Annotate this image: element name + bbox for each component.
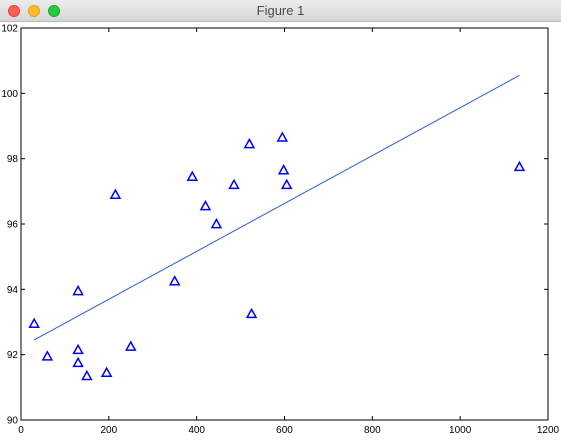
data-point bbox=[210, 217, 223, 229]
y-tick-label: 92 bbox=[7, 350, 19, 361]
y-tick-label: 94 bbox=[7, 285, 19, 296]
data-point bbox=[28, 317, 40, 328]
data-point bbox=[243, 137, 256, 149]
x-tick-label: 400 bbox=[188, 425, 205, 436]
data-point bbox=[125, 340, 137, 351]
data-point bbox=[72, 356, 84, 368]
y-tick-label: 100 bbox=[1, 89, 18, 100]
data-point bbox=[199, 199, 212, 211]
data-point bbox=[41, 350, 54, 361]
data-point bbox=[81, 369, 93, 381]
data-point bbox=[72, 343, 84, 355]
maximize-icon[interactable] bbox=[48, 5, 60, 17]
x-tick-label: 0 bbox=[18, 425, 24, 436]
fit-line bbox=[33, 74, 520, 341]
data-point bbox=[109, 188, 122, 199]
x-tick-label: 200 bbox=[100, 425, 117, 436]
y-tick-label: 90 bbox=[7, 416, 19, 427]
x-tick-label: 800 bbox=[364, 425, 381, 436]
close-icon[interactable] bbox=[8, 5, 20, 17]
y-tick-label: 98 bbox=[7, 154, 19, 165]
y-tick-label: 102 bbox=[1, 24, 18, 35]
x-tick-label: 600 bbox=[276, 425, 293, 436]
data-point bbox=[186, 170, 199, 181]
scatter-chart: 0 200 400 600 800 1000 1200 90 92 94 96 98 100 102 bbox=[1, 24, 559, 437]
data-point bbox=[100, 366, 113, 377]
minimize-icon[interactable] bbox=[28, 5, 40, 17]
data-point bbox=[280, 178, 293, 190]
title-bar[interactable]: Figure 1 bbox=[0, 0, 561, 22]
x-tick-label: 1200 bbox=[537, 425, 560, 436]
x-tick-label: 1000 bbox=[449, 425, 472, 436]
y-tick-label: 96 bbox=[7, 220, 19, 231]
data-point bbox=[277, 164, 290, 175]
plot-area bbox=[20, 27, 549, 421]
data-point bbox=[245, 307, 258, 319]
axes: 0 200 400 600 800 1000 1200 90 92 94 96 98 100 102 bbox=[1, 24, 559, 437]
figure-canvas: 0 200 400 600 800 1000 1200 90 92 94 96 98 100 102 bbox=[0, 22, 561, 443]
data-point bbox=[513, 160, 526, 172]
data-point bbox=[168, 275, 181, 286]
data-point bbox=[72, 284, 84, 296]
data-point bbox=[276, 131, 289, 142]
data-point bbox=[228, 178, 240, 190]
window-title: Figure 1 bbox=[256, 3, 305, 18]
chart-marks bbox=[28, 74, 526, 381]
